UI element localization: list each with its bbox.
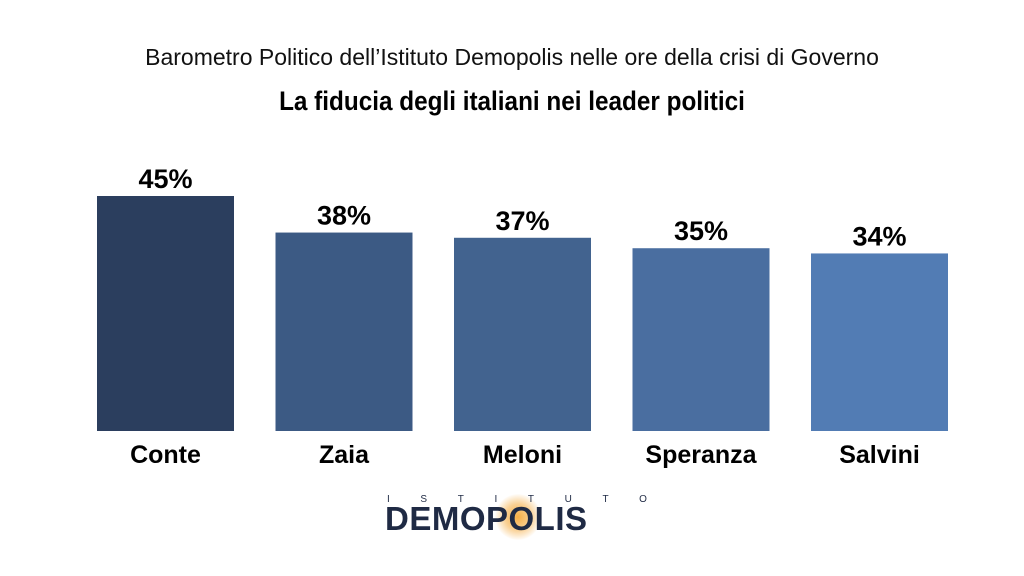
data-label: 37%	[495, 206, 549, 236]
category-label: Conte	[130, 441, 201, 469]
chart-title: La fiducia degli italiani nei leader pol…	[279, 86, 745, 116]
bar-salvini	[811, 253, 948, 431]
data-label: 45%	[138, 164, 192, 194]
bar-zaia	[275, 232, 413, 431]
logo-glow	[495, 494, 541, 540]
category-label: Zaia	[319, 441, 370, 469]
bar-speranza	[632, 248, 770, 431]
bar-meloni	[454, 237, 591, 431]
logo-letter: T	[602, 494, 609, 505]
data-label: 38%	[317, 201, 371, 231]
chart-subtitle: Barometro Politico dell’Istituto Demopol…	[145, 44, 879, 70]
logo-letter: S	[420, 494, 428, 505]
logo-main-text: DEMOPOLIS	[385, 500, 588, 537]
demopolis-logo: I S T I T U T O DEMOPOLIS	[0, 494, 1024, 554]
logo-letter: O	[639, 494, 647, 505]
logo-letter: T	[457, 494, 464, 505]
logo-letter: T	[527, 494, 534, 505]
data-label: 34%	[852, 221, 906, 251]
category-label: Meloni	[483, 441, 562, 469]
category-label: Salvini	[839, 441, 920, 469]
category-label: Speranza	[645, 441, 757, 469]
bar-conte	[97, 196, 234, 431]
logo-letter: I	[387, 494, 390, 505]
logo-letter: U	[564, 494, 572, 505]
logo-letter: I	[494, 494, 498, 505]
data-label: 35%	[674, 216, 728, 246]
